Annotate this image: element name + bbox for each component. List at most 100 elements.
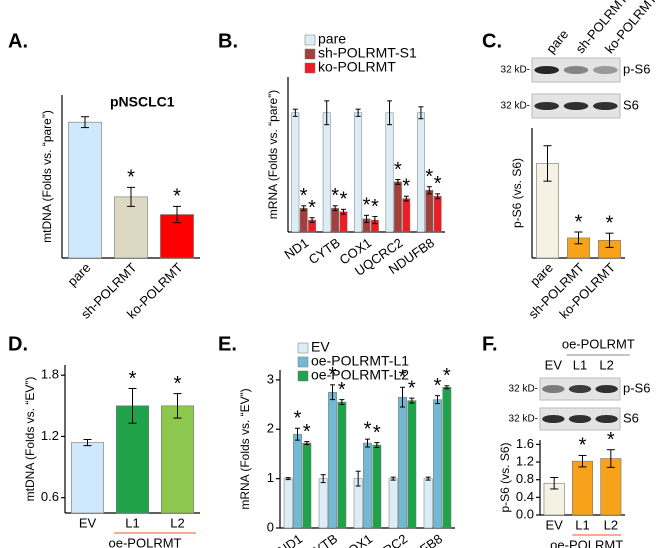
legend-swatch <box>304 62 316 74</box>
bar <box>416 112 425 233</box>
y-tick-label: 0.6 <box>41 489 59 504</box>
mw-label: 32 kD- <box>501 65 530 76</box>
bar <box>328 391 337 529</box>
bar <box>293 433 302 529</box>
legend-swatch <box>304 48 316 60</box>
significance-mark: * <box>338 379 346 401</box>
y-tick-label: 0.0 <box>516 506 534 521</box>
panel-label: F. <box>482 333 498 355</box>
bar <box>68 121 102 259</box>
legend-label: pare <box>318 31 346 47</box>
group-label: oe-POLRMT <box>550 537 623 548</box>
x-tick-label: EV <box>79 515 97 530</box>
chart-title: pNSCLC1 <box>110 94 175 110</box>
y-tick-label: 0.8 <box>516 471 534 486</box>
significance-mark: * <box>173 186 181 208</box>
bar <box>283 478 293 529</box>
y-tick-label: 1.2 <box>41 428 59 443</box>
y-axis-label: p-S6 (vs. S6) <box>510 158 524 228</box>
y-tick-label: 0.4 <box>516 489 534 504</box>
blot-band <box>534 102 559 110</box>
bar <box>433 195 442 233</box>
y-axis-label: p-S6 (vs. S6) <box>498 442 512 512</box>
y-tick-label: 1.8 <box>41 367 59 382</box>
y-tick-label: 3 <box>267 371 274 386</box>
panel-label: C. <box>482 30 502 52</box>
bar <box>339 211 348 233</box>
bar <box>291 112 300 233</box>
bar <box>161 405 195 514</box>
significance-mark: * <box>127 167 135 189</box>
significance-mark: * <box>606 212 614 234</box>
legend-swatch <box>297 342 309 354</box>
blot-band <box>595 415 618 423</box>
significance-mark: * <box>308 197 316 219</box>
x-tick-label: L1 <box>575 517 589 532</box>
x-tick-label: EV <box>545 517 563 532</box>
legend-label: oe-POLRMT-L1 <box>311 353 409 369</box>
significance-mark: * <box>579 435 587 457</box>
bar <box>398 396 407 529</box>
y-axis-label: mtDNA (Folds vs. “EV”) <box>23 377 37 502</box>
bar <box>402 198 411 233</box>
legend-label: EV <box>311 339 330 355</box>
significance-mark: * <box>294 408 302 430</box>
row-label: p-S6 <box>623 61 650 76</box>
bar <box>363 442 372 529</box>
lane-label: L2 <box>599 357 613 372</box>
panel-label: A. <box>8 30 28 52</box>
blot-band <box>593 102 618 110</box>
legend-label: sh-POLRMT-S1 <box>318 45 417 61</box>
significance-mark: * <box>394 159 402 181</box>
bar <box>337 401 347 529</box>
bar <box>299 207 308 233</box>
significance-mark: * <box>373 422 381 444</box>
blot-band <box>542 415 565 423</box>
significance-mark: * <box>331 185 339 207</box>
x-tick-label: L1 <box>125 515 139 530</box>
significance-mark: * <box>434 375 442 397</box>
blot-band <box>563 66 589 74</box>
mw-label: 32 kD- <box>509 414 538 425</box>
bar <box>407 400 417 529</box>
y-tick-label: 1 <box>267 470 274 485</box>
mw-label: 32 kD- <box>501 101 530 112</box>
bar <box>331 207 340 233</box>
panel-label: B. <box>218 30 238 52</box>
significance-mark: * <box>303 421 311 443</box>
significance-mark: * <box>575 211 583 233</box>
lane-label: L1 <box>573 357 587 372</box>
x-tick-label: CYTB <box>306 235 343 267</box>
blot-band <box>595 385 618 393</box>
blot-band <box>563 102 589 110</box>
significance-mark: * <box>434 173 442 195</box>
legend-label: ko-POLRMT <box>318 59 396 75</box>
blot-band <box>568 415 592 423</box>
legend-swatch <box>297 370 309 382</box>
panel-label: D. <box>8 333 28 355</box>
legend-label: oe-POLRMT-L2 <box>311 367 409 383</box>
y-axis-label: mtDNA (Folds vs. “pare”) <box>40 110 54 243</box>
x-tick-label: pare <box>65 260 94 289</box>
bar <box>318 478 328 529</box>
y-tick-label: 1.2 <box>516 453 534 468</box>
x-tick-label: COX1 <box>338 531 376 548</box>
blot-band <box>534 66 559 74</box>
bar <box>393 181 402 233</box>
row-label: p-S6 <box>623 380 650 395</box>
y-tick-label: 2 <box>267 421 274 436</box>
x-tick-label: L2 <box>170 515 184 530</box>
bar <box>322 112 331 233</box>
blot-band <box>568 385 592 393</box>
row-label: S6 <box>623 410 639 425</box>
significance-mark: * <box>443 365 451 387</box>
y-tick-label: 0 <box>267 519 274 534</box>
significance-mark: * <box>340 189 348 211</box>
lane-label: EV <box>545 357 563 372</box>
significance-mark: * <box>408 377 416 399</box>
significance-mark: * <box>174 373 182 395</box>
bar <box>354 112 363 233</box>
bar <box>433 399 442 529</box>
bar <box>385 112 394 233</box>
